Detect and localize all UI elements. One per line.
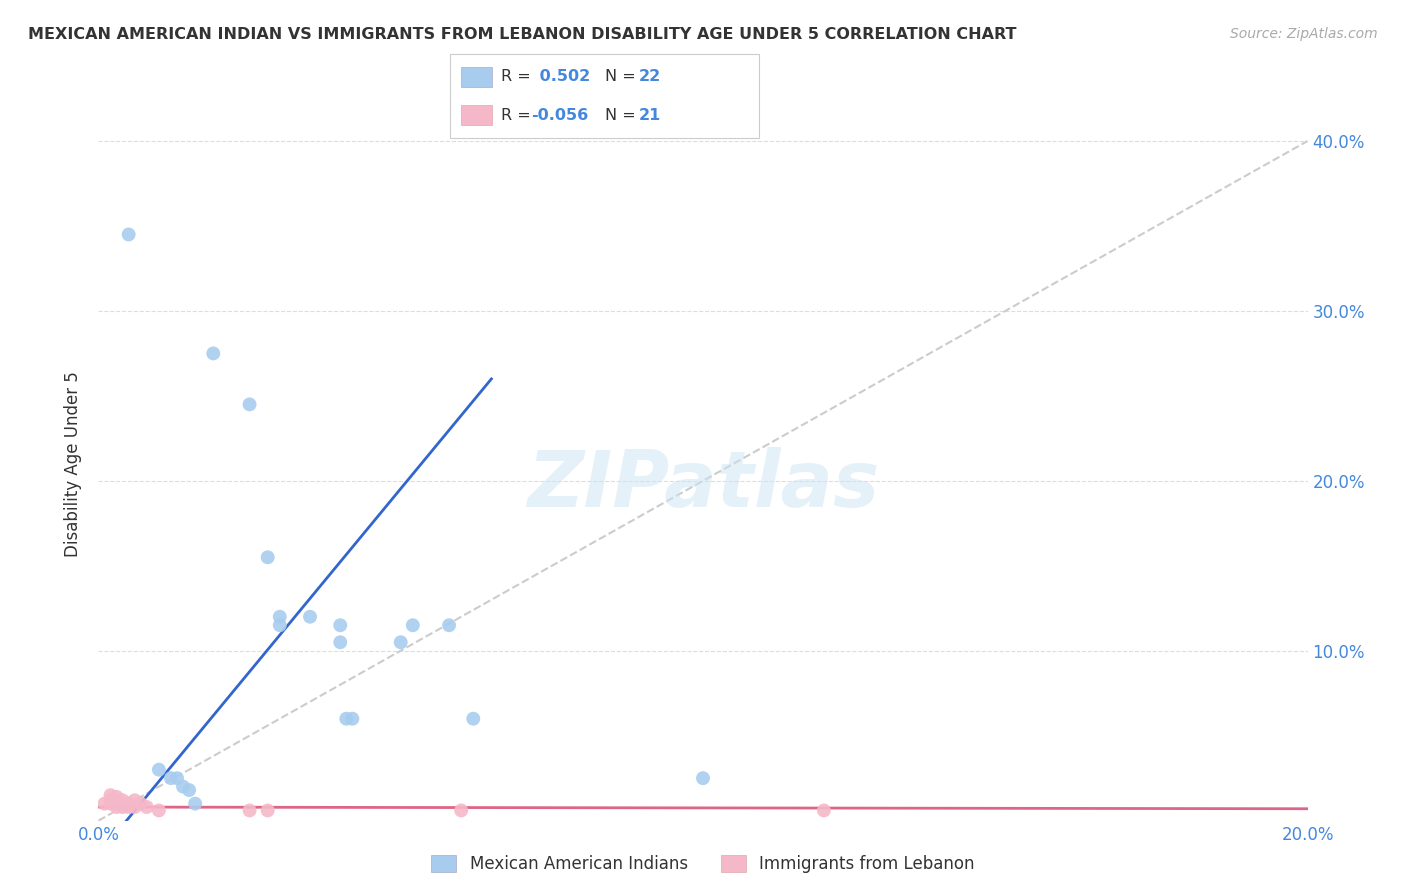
Point (172, 780, 194, 794)
Point (118, 800, 141, 814)
Point (437, 618, 460, 632)
Point (179, 783, 201, 797)
Point (329, 635, 352, 649)
Point (100, 793, 122, 807)
Point (111, 793, 134, 807)
Text: -0.056: -0.056 (531, 108, 589, 122)
Point (269, 618, 291, 632)
Point (256, 550, 278, 565)
Text: R =: R = (501, 108, 536, 122)
Text: 22: 22 (638, 70, 661, 84)
Point (329, 618, 352, 632)
Point (118, 797, 141, 811)
Point (100, 797, 122, 811)
Point (105, 797, 128, 811)
Y-axis label: Disability Age Under 5: Disability Age Under 5 (65, 371, 83, 557)
Text: 21: 21 (638, 108, 661, 122)
Point (692, 771, 714, 785)
Point (463, 712, 485, 726)
Point (105, 789, 128, 804)
Point (402, 618, 425, 632)
Point (299, 609, 322, 624)
Point (148, 804, 170, 818)
Text: N =: N = (605, 70, 641, 84)
Point (269, 609, 291, 624)
Point (93, 797, 115, 811)
Point (813, 804, 835, 818)
Point (256, 804, 278, 818)
Legend: Mexican American Indians, Immigrants from Lebanon: Mexican American Indians, Immigrants fro… (425, 848, 981, 880)
Point (105, 800, 128, 814)
Point (239, 804, 262, 818)
Point (135, 800, 157, 814)
Point (148, 763, 170, 777)
Text: Source: ZipAtlas.com: Source: ZipAtlas.com (1230, 27, 1378, 41)
Point (389, 635, 412, 649)
Point (124, 800, 146, 814)
Point (111, 797, 134, 811)
Point (450, 804, 472, 818)
Text: ZIPatlas: ZIPatlas (527, 447, 879, 524)
Point (184, 797, 207, 811)
Point (100, 788, 122, 802)
Point (111, 800, 134, 814)
Point (335, 712, 357, 726)
Point (239, 397, 262, 411)
Point (202, 346, 225, 360)
Text: 0.502: 0.502 (534, 70, 591, 84)
Point (124, 793, 146, 807)
Point (166, 771, 188, 785)
Point (160, 771, 183, 785)
Point (129, 797, 152, 811)
Text: R =: R = (501, 70, 536, 84)
Point (342, 712, 364, 726)
Text: MEXICAN AMERICAN INDIAN VS IMMIGRANTS FROM LEBANON DISABILITY AGE UNDER 5 CORREL: MEXICAN AMERICAN INDIAN VS IMMIGRANTS FR… (28, 27, 1017, 42)
Point (118, 227, 141, 242)
Text: N =: N = (605, 108, 641, 122)
